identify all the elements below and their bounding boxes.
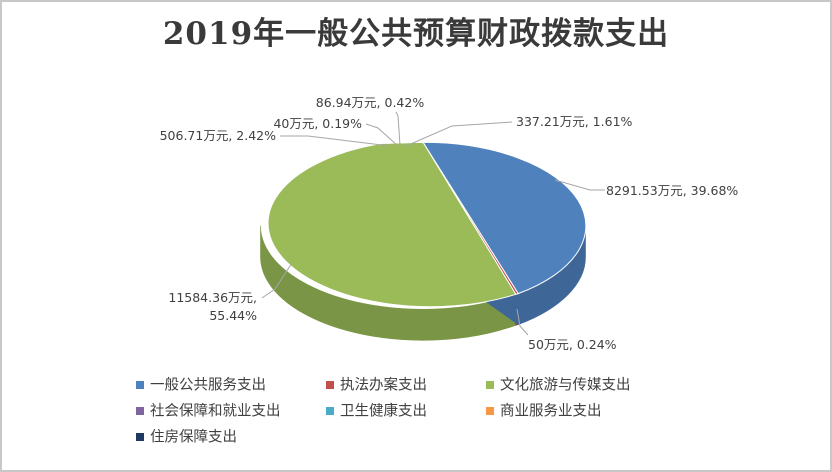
data-label-一般公共服务支出: 8291.53万元, 39.68% — [606, 183, 738, 198]
leader-line-社会保障和就业支出 — [280, 135, 391, 147]
data-label-执法办案支出: 50万元, 0.24% — [528, 337, 617, 352]
leader-line-文化旅游与传媒支出 — [261, 262, 293, 299]
pie-labels: 8291.53万元, 39.68% 50万元, 0.24% 11584.36万元, 5… — [160, 95, 739, 352]
legend-swatch — [326, 381, 334, 389]
leader-line-一般公共服务支出 — [554, 179, 605, 191]
legend-entry-卫生健康支出: 卫生健康支出 — [326, 403, 427, 420]
legend-label: 文化旅游与传媒支出 — [500, 377, 631, 394]
legend-entry-一般公共服务支出: 一般公共服务支出 — [136, 377, 266, 394]
legend-label: 社会保障和就业支出 — [150, 402, 281, 420]
legend-swatch — [136, 381, 144, 389]
legend-entry-商业服务业支出: 商业服务业支出 — [486, 403, 602, 420]
legend-label: 卫生健康支出 — [340, 403, 427, 420]
legend-entry-执法办案支出: 执法办案支出 — [326, 376, 427, 394]
data-label-住房保障支出: 337.21万元, 1.61% — [516, 114, 633, 129]
leader-line-商业服务业支出 — [395, 111, 401, 146]
legend-entry-社会保障和就业支出: 社会保障和就业支出 — [136, 402, 281, 420]
leader-line-卫生健康支出 — [365, 123, 399, 147]
leader-line-住房保障支出 — [405, 121, 513, 147]
legend-swatch — [486, 407, 494, 415]
legend-entry-文化旅游与传媒支出: 文化旅游与传媒支出 — [486, 377, 631, 394]
legend-label: 一般公共服务支出 — [150, 377, 266, 394]
chart-title: 2019年一般公共预算财政拨款支出 — [162, 16, 670, 52]
legend-label: 执法办案支出 — [340, 376, 427, 394]
legend-label: 商业服务业支出 — [500, 403, 602, 420]
leader-line-执法办案支出 — [516, 308, 529, 336]
legend-swatch — [136, 433, 144, 441]
legend-entry-住房保障支出: 住房保障支出 — [136, 428, 237, 446]
data-label-商业服务业支出: 86.94万元, 0.42% — [316, 95, 425, 110]
legend-swatch — [326, 407, 334, 415]
legend-swatch — [136, 407, 144, 415]
pie-top — [267, 141, 587, 308]
legend-swatch — [486, 381, 494, 389]
data-label-社会保障和就业支出: 506.71万元, 2.42% — [160, 128, 277, 143]
slice-文化旅游与传媒支出 — [267, 141, 517, 308]
pie-leaders — [261, 111, 605, 336]
data-label-文化旅游与传媒支出: 11584.36万元, 55.44% — [168, 290, 257, 323]
slice-一般公共服务支出 — [422, 141, 587, 295]
legend-label: 住房保障支出 — [150, 428, 237, 446]
data-label-卫生健康支出: 40万元, 0.19% — [273, 116, 362, 131]
